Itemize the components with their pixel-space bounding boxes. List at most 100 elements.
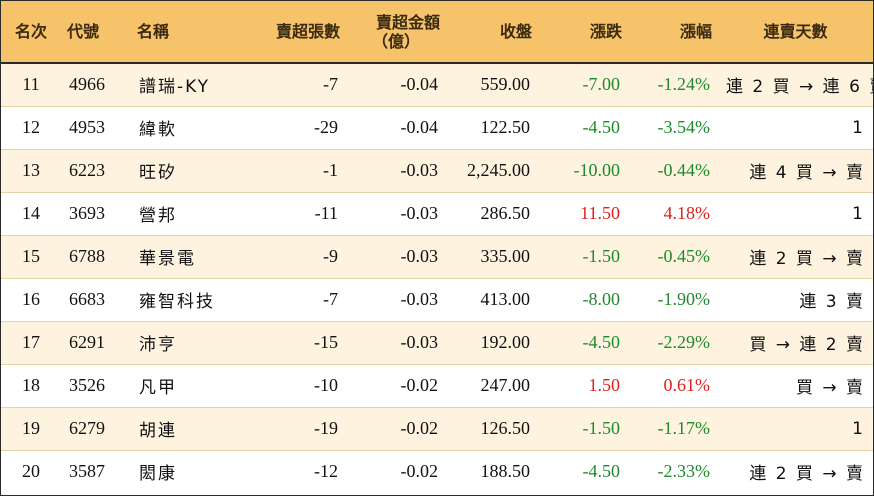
cell-net-sell-amount: -0.03 — [400, 332, 439, 352]
cell-net-sell-amount: -0.03 — [400, 289, 439, 309]
header-code: 代號 — [67, 22, 100, 41]
cell-change-pct: -2.33% — [657, 461, 711, 482]
table-row: 14 3693 營邦 -11 -0.03 286.50 11.50 4.18% 1 — [1, 192, 873, 235]
cell-name: 營邦 — [139, 206, 177, 226]
cell-name: 閎康 — [139, 464, 177, 485]
cell-net-sell-lots: -12 — [314, 461, 338, 482]
cell-change-pct: 0.61% — [663, 375, 711, 395]
cell-change: -4.50 — [582, 117, 621, 137]
cell-change: -1.50 — [582, 418, 621, 438]
header-change: 漲跌 — [589, 22, 622, 41]
cell-net-sell-lots: -15 — [314, 332, 338, 352]
table-row: 13 6223 旺矽 -1 -0.03 2,245.00 -10.00 -0.44% 連 4 買… — [1, 149, 873, 192]
cell-change: -4.50 — [582, 461, 621, 482]
table-row: 11 4966 譜瑞-KY -7 -0.04 559.00 -7.00 -1.24% 連 2 買… — [1, 63, 874, 106]
cell-net-sell-amount: -0.04 — [400, 74, 439, 95]
cell-rank: 11 — [22, 74, 40, 95]
cell-close: 559.00 — [480, 74, 531, 95]
cell-code: 6683 — [69, 289, 105, 309]
cell-rank: 15 — [22, 246, 40, 266]
cell-change-pct: -1.90% — [657, 289, 711, 309]
cell-streak: 1 — [852, 203, 865, 224]
cell-code: 6788 — [69, 246, 105, 266]
cell-code: 6279 — [69, 418, 105, 438]
header-net-sell-amount-line1: 賣超金額 — [375, 12, 440, 32]
cell-change: -7.00 — [582, 74, 621, 95]
cell-close: 247.00 — [480, 375, 531, 395]
header-name: 名稱 — [137, 22, 170, 41]
cell-net-sell-lots: -9 — [323, 246, 338, 266]
cell-change-pct: -2.29% — [657, 332, 711, 352]
cell-code: 4953 — [69, 117, 105, 137]
cell-change-pct: -0.45% — [657, 246, 711, 266]
cell-close: 286.50 — [480, 203, 531, 223]
cell-close: 126.50 — [480, 418, 531, 438]
cell-streak: 1 — [852, 418, 865, 439]
cell-streak: 連 2 買 → 賣 — [749, 249, 865, 269]
cell-change: -1.50 — [582, 246, 621, 266]
cell-name: 華景電 — [139, 249, 196, 269]
header-rank: 名次 — [14, 22, 47, 41]
table-row: 12 4953 緯軟 -29 -0.04 122.50 -4.50 -3.54% 1 — [1, 106, 873, 149]
cell-code: 3526 — [69, 375, 105, 395]
cell-name: 胡連 — [139, 421, 177, 441]
cell-change: 11.50 — [580, 203, 620, 223]
cell-streak: 連 2 買 → 賣 — [749, 464, 865, 485]
cell-change-pct: -0.44% — [657, 160, 711, 180]
cell-name: 雍智科技 — [139, 292, 215, 312]
cell-close: 2,245.00 — [467, 160, 530, 180]
cell-name: 旺矽 — [139, 163, 177, 183]
cell-change: -10.00 — [573, 160, 621, 180]
cell-rank: 18 — [22, 375, 40, 395]
cell-net-sell-lots: -7 — [323, 74, 338, 95]
cell-change-pct: -1.24% — [657, 74, 711, 95]
cell-close: 122.50 — [480, 117, 531, 137]
cell-name: 沛亨 — [139, 335, 177, 355]
cell-rank: 20 — [22, 461, 40, 482]
cell-rank: 19 — [22, 418, 40, 438]
cell-streak: 連 2 買 → 連 6 賣 — [726, 77, 874, 98]
cell-close: 413.00 — [480, 289, 531, 309]
cell-streak: 連 4 買 → 賣 — [749, 163, 865, 183]
header-close: 收盤 — [499, 22, 532, 41]
cell-rank: 14 — [22, 203, 40, 223]
cell-net-sell-amount: -0.04 — [400, 117, 439, 137]
cell-streak: 買 → 連 2 賣 — [749, 335, 865, 355]
cell-name: 凡甲 — [139, 378, 177, 398]
cell-change-pct: 4.18% — [663, 203, 711, 223]
cell-code: 4966 — [69, 74, 105, 95]
cell-streak: 買 → 賣 — [795, 378, 865, 398]
cell-code: 3587 — [69, 461, 105, 482]
cell-net-sell-lots: -10 — [314, 375, 338, 395]
cell-rank: 13 — [22, 160, 40, 180]
cell-net-sell-lots: -19 — [314, 418, 338, 438]
cell-code: 6223 — [69, 160, 105, 180]
cell-rank: 16 — [22, 289, 40, 309]
header-net-sell-amount: 賣超金額 （億） — [346, 1, 446, 63]
cell-close: 192.00 — [480, 332, 531, 352]
table-row: 17 6291 沛亨 -15 -0.03 192.00 -4.50 -2.29% 買 → 連 2… — [1, 321, 873, 364]
cell-close: 335.00 — [480, 246, 531, 266]
cell-net-sell-lots: -1 — [323, 160, 338, 180]
table-row: 15 6788 華景電 -9 -0.03 335.00 -1.50 -0.45% 連 2 買 →… — [1, 235, 873, 278]
cell-change: -4.50 — [582, 332, 621, 352]
cell-change-pct: -1.17% — [657, 418, 711, 438]
table-row: 18 3526 凡甲 -10 -0.02 247.00 1.50 0.61% 買 → 賣 — [1, 364, 873, 407]
cell-net-sell-amount: -0.02 — [400, 418, 439, 438]
table-body: 11 4966 譜瑞-KY -7 -0.04 559.00 -7.00 -1.24% 連 2 買… — [1, 63, 874, 493]
table-row: 19 6279 胡連 -19 -0.02 126.50 -1.50 -1.17% 1 — [1, 407, 873, 450]
cell-name: 譜瑞-KY — [139, 77, 211, 98]
cell-streak: 連 3 賣 — [799, 292, 865, 312]
cell-change-pct: -3.54% — [657, 117, 711, 137]
cell-close: 188.50 — [480, 461, 531, 482]
header-net-sell-amount-line2: （億） — [371, 31, 420, 51]
cell-net-sell-amount: -0.02 — [400, 375, 439, 395]
cell-net-sell-lots: -29 — [314, 117, 338, 137]
cell-net-sell-lots: -7 — [323, 289, 338, 309]
cell-net-sell-lots: -11 — [314, 203, 338, 223]
table-row: 20 3587 閎康 -12 -0.02 188.50 -4.50 -2.33% 連 2 買 →… — [1, 450, 873, 493]
cell-net-sell-amount: -0.03 — [400, 160, 439, 180]
cell-net-sell-amount: -0.02 — [400, 461, 439, 482]
cell-rank: 12 — [22, 117, 40, 137]
table-header-row: 名次 代號 名稱 賣超張數 賣超金額 （億） 收盤 漲跌 漲幅 連賣天數 — [1, 1, 873, 63]
